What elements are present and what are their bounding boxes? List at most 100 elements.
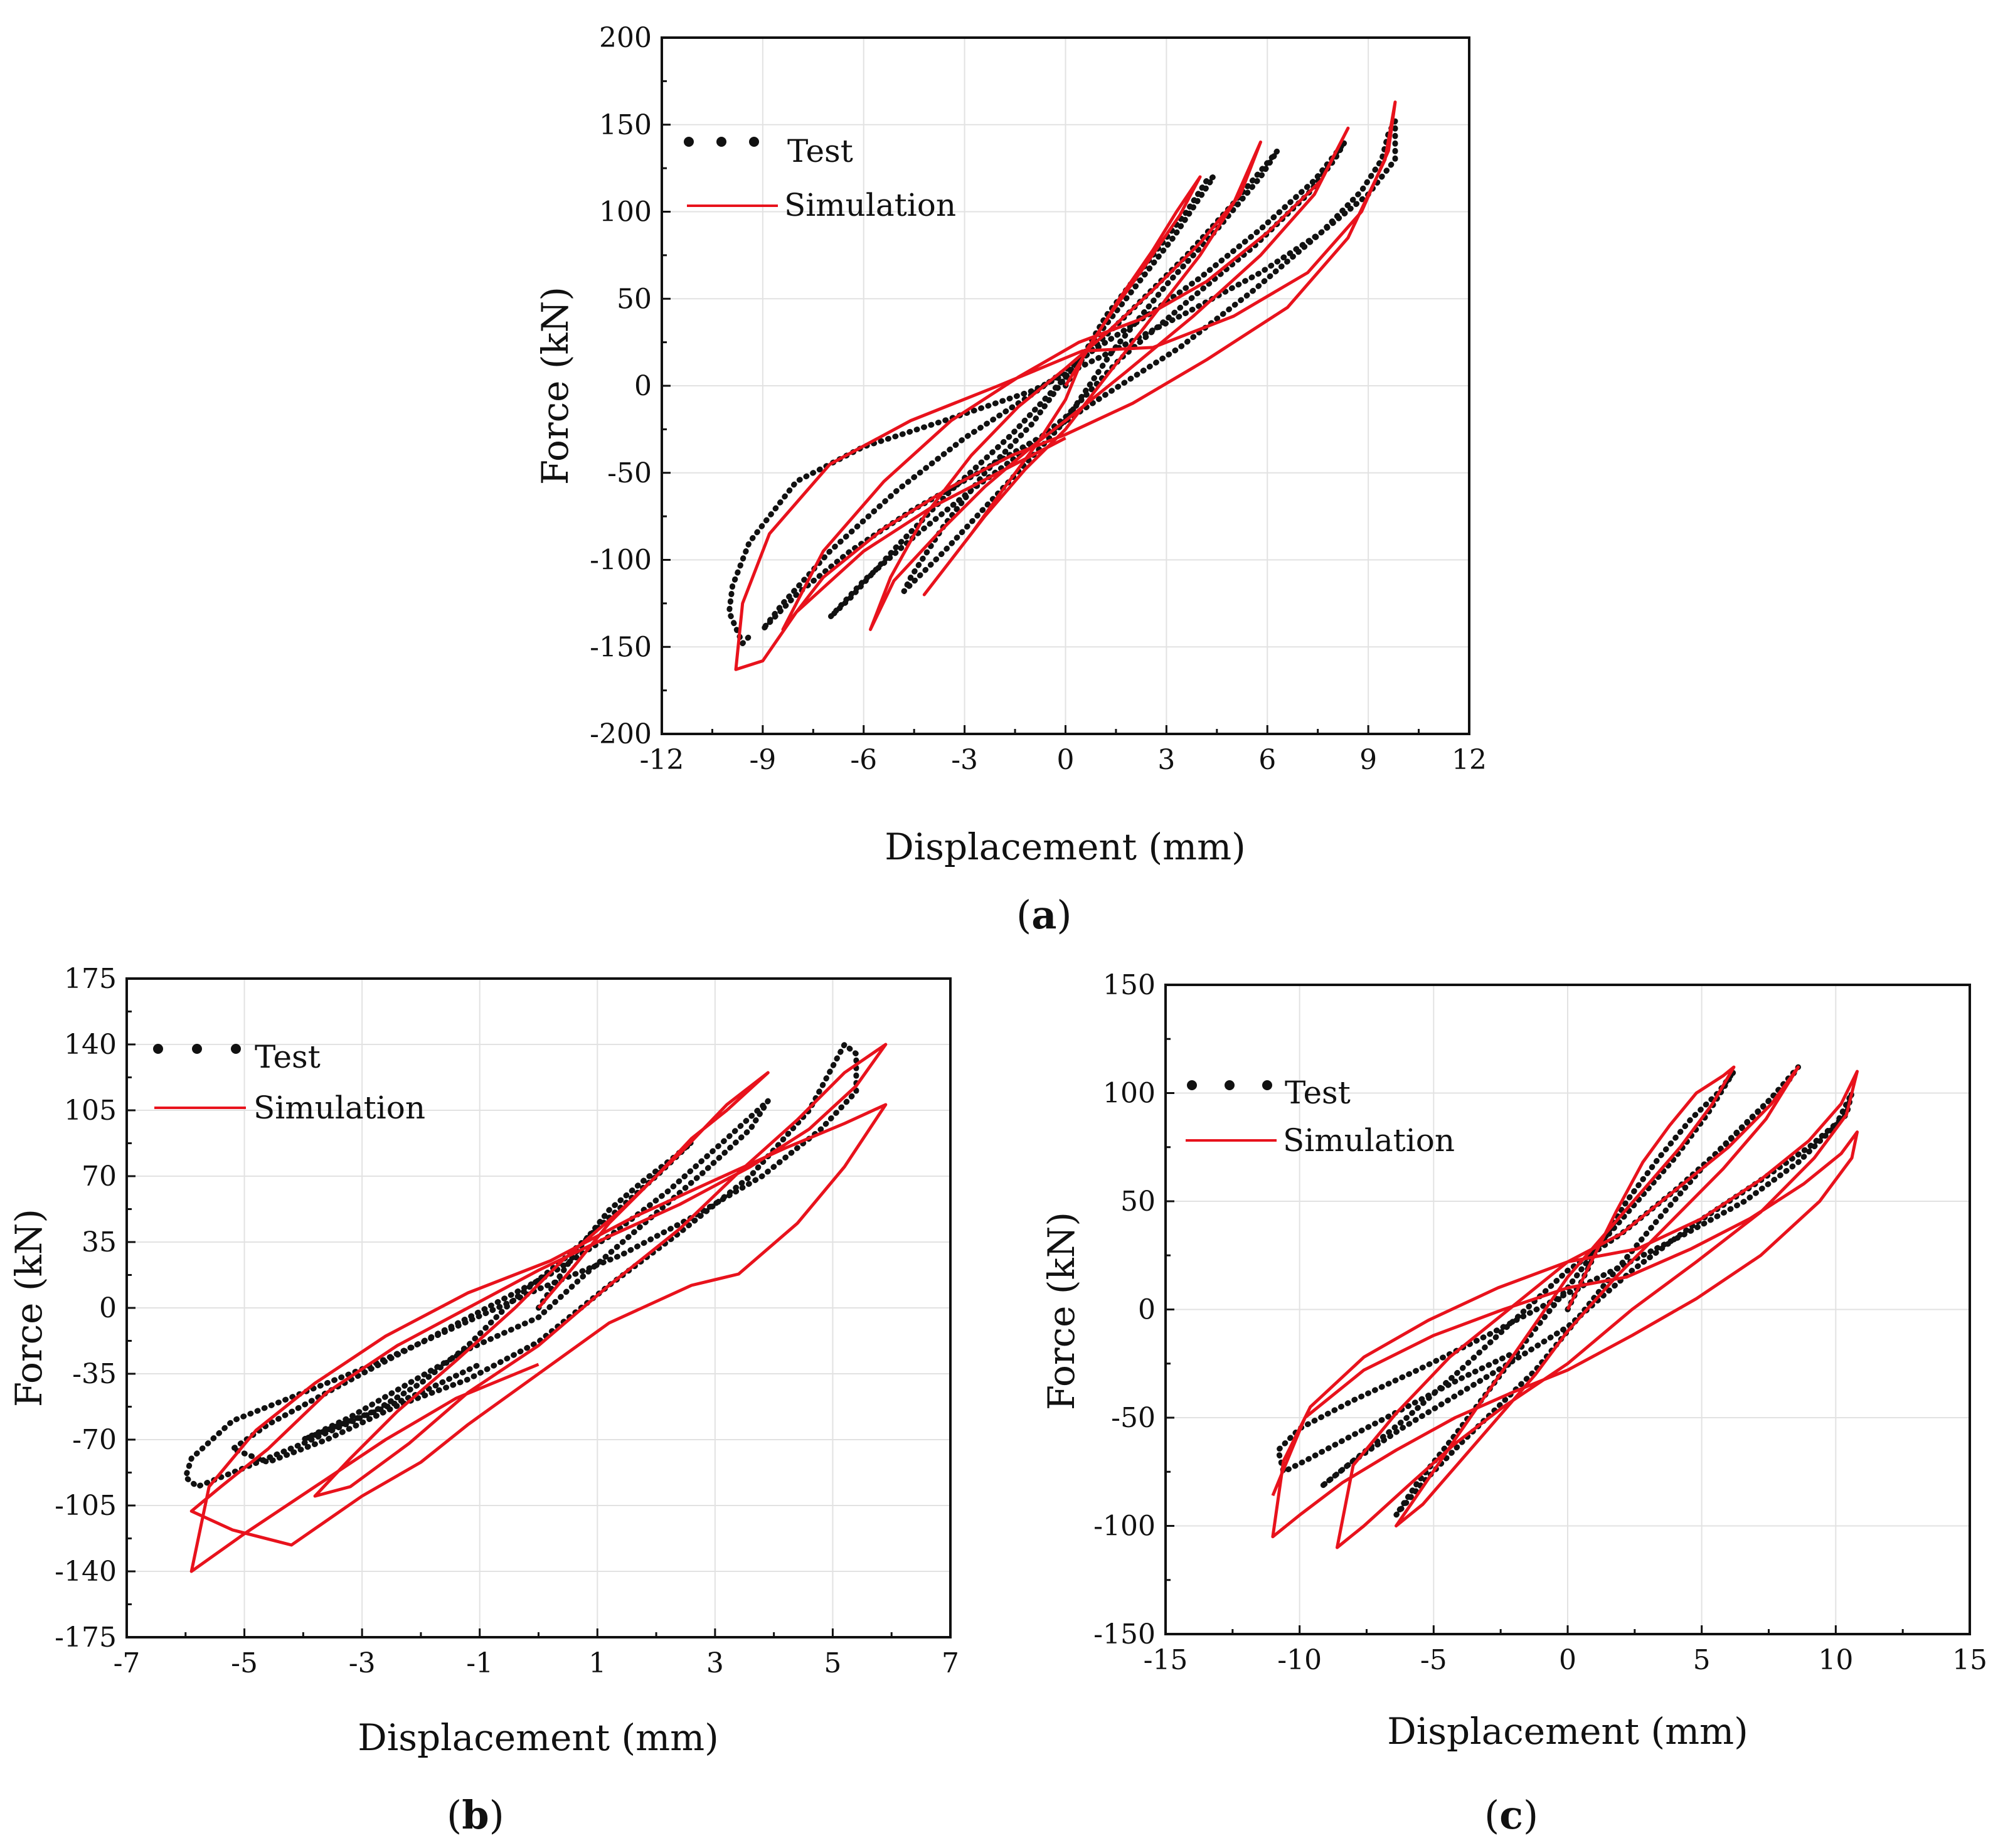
series-test-line [726,118,1398,647]
caption-a-letter: a [1031,892,1056,938]
series-b [183,1041,888,1573]
y-tick-label: -140 [55,1556,117,1588]
y-tick-label: 140 [64,1029,117,1061]
x-tick-label: 3 [706,1647,724,1679]
legend-test-dot [1225,1080,1235,1090]
y-tick-label: 100 [1103,1078,1156,1110]
ticks-a: -12 -9 -6 -3 0 3 6 9 12 -200 -150 -100 -50 0 50 100 150 2… [590,22,1487,776]
legend-c: Test Simulation [1186,1075,1455,1159]
legend-test-dot [749,137,759,147]
legend-simulation-label: Simulation [253,1090,425,1126]
legend-test-dot [1262,1080,1272,1090]
x-tick-label: 7 [942,1647,959,1679]
x-tick-label: -5 [231,1647,258,1679]
legend-test-dot [231,1044,241,1054]
legend-test-marker [684,137,759,147]
x-axis-label-a: Displacement (mm) [885,826,1246,868]
y-tick-label: 150 [1103,969,1156,1001]
y-axis-label-c: Force (kN) [1040,1212,1083,1410]
y-tick-label: 150 [599,109,652,141]
series-a [726,100,1398,671]
legend-simulation-label: Simulation [784,187,956,223]
x-tick-label: 15 [1952,1644,1987,1676]
x-tick-label: -3 [951,744,978,776]
legend-test-label: Test [787,133,853,169]
y-tick-label: 35 [82,1226,117,1258]
y-tick-label: 105 [64,1095,117,1127]
y-tick-label: 50 [1120,1186,1156,1218]
x-tick-label: 12 [1452,744,1487,776]
caption-a: (a) [1016,892,1072,938]
y-tick-label: 175 [64,963,117,995]
series-simulation-line [1271,1065,1859,1549]
y-tick-label: 70 [82,1160,117,1192]
y-tick-label: -50 [607,457,652,489]
x-tick-label: 6 [1258,744,1276,776]
legend-test-dot [153,1044,163,1054]
y-tick-label: -50 [1111,1402,1156,1434]
x-tick-label: -7 [114,1647,141,1679]
caption-c: (c) [1484,1792,1538,1838]
y-tick-label: -70 [72,1424,117,1456]
legend-test-dot [192,1044,202,1054]
legend-test-dot [684,137,694,147]
ticks-b: -7 -5 -3 -1 1 3 5 7-175-140-105-70-350357010514… [55,963,959,1679]
y-tick-label: 200 [599,22,652,54]
y-tick-label: -100 [1093,1511,1156,1543]
y-tick-label: 0 [634,370,652,402]
y-tick-label: -200 [590,718,652,750]
x-tick-label: -3 [349,1647,376,1679]
legend-test-label: Test [255,1039,321,1075]
y-tick-label: -100 [590,544,652,576]
caption-b-letter: b [462,1792,489,1838]
caption-b: (b) [447,1792,504,1838]
x-tick-label: 3 [1157,744,1175,776]
caption-c-letter: c [1499,1792,1523,1838]
legend-test-dot [1187,1080,1197,1090]
x-tick-label: -10 [1277,1644,1322,1676]
x-tick-label: 10 [1818,1644,1853,1676]
x-tick-label: -12 [640,744,684,776]
legend-test-dot [716,137,726,147]
x-tick-label: 0 [1559,1644,1576,1676]
chart-panel-a: -12 -9 -6 -3 0 3 6 9 12 -200 -150 -100 -50 0 50 100 150 2… [534,22,1487,938]
y-axis-label-b: Force (kN) [8,1209,50,1407]
x-tick-label: 5 [1693,1644,1711,1676]
x-axis-label-b: Displacement (mm) [358,1716,719,1759]
y-tick-label: 0 [1138,1294,1156,1326]
series-simulation-line [734,100,1397,671]
y-tick-label: -150 [590,631,652,663]
x-tick-label: -1 [466,1647,493,1679]
legend-test-label: Test [1285,1075,1351,1111]
y-tick-label: -175 [55,1622,117,1654]
x-tick-label: -6 [850,744,877,776]
chart-panel-b: -7 -5 -3 -1 1 3 5 7-175-140-105-70-350357010514… [8,963,959,1838]
gridlines-a [661,37,1470,735]
series-simulation-line [189,1043,888,1573]
x-tick-label: 5 [824,1647,841,1679]
legend-test-marker [153,1044,241,1054]
x-tick-label: -9 [749,744,776,776]
x-tick-label: 9 [1359,744,1377,776]
x-tick-label: -5 [1420,1644,1447,1676]
y-tick-label: -35 [72,1358,117,1390]
y-tick-label: -150 [1093,1618,1156,1650]
x-axis-label-c: Displacement (mm) [1387,1710,1748,1753]
legend-a: Test Simulation [684,133,956,223]
x-tick-label: -15 [1144,1644,1188,1676]
legend-b: Test Simulation [153,1039,425,1126]
series-c [1271,1064,1859,1549]
x-tick-label: 0 [1057,744,1075,776]
legend-simulation-label: Simulation [1283,1122,1455,1159]
y-tick-label: 100 [599,196,652,228]
y-tick-label: 0 [99,1292,117,1324]
y-axis-label-a: Force (kN) [534,287,577,485]
series-test-line [183,1041,859,1490]
x-tick-label: 1 [588,1647,606,1679]
legend-test-marker [1187,1080,1272,1090]
y-tick-label: -105 [55,1490,117,1522]
y-tick-label: 50 [617,283,652,315]
